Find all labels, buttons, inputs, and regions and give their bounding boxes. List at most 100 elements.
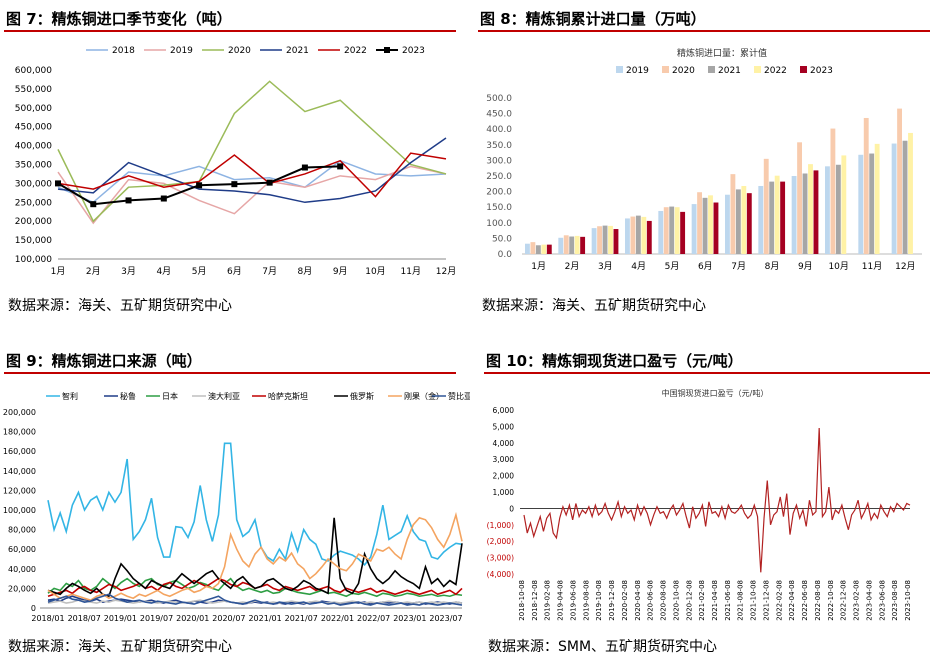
y-tick-label: (1,000) xyxy=(487,521,514,530)
y-tick-label: (4,000) xyxy=(487,570,514,579)
bar xyxy=(746,193,752,254)
x-tick-label: 8月 xyxy=(298,266,313,277)
legend-label: 2019 xyxy=(170,46,193,56)
legend-label: 2019 xyxy=(626,66,649,76)
x-tick-label: 2020-12-08 xyxy=(685,580,693,621)
x-tick-label: 2023-02-08 xyxy=(853,580,861,621)
data-point xyxy=(125,197,132,204)
y-tick-label: 100,000 xyxy=(15,255,52,265)
y-tick-label: 500.0 xyxy=(486,94,512,104)
bar xyxy=(697,192,702,254)
bar xyxy=(702,197,708,254)
x-tick-label: 2020/07 xyxy=(212,614,245,623)
data-point xyxy=(266,179,273,186)
bar xyxy=(680,211,686,254)
y-tick-label: 200,000 xyxy=(15,217,52,227)
x-tick-label: 2020-02-08 xyxy=(621,580,629,621)
chart-subtitle: 精炼铜进口量：累计值 xyxy=(677,47,767,59)
y-tick-label: 0 xyxy=(509,504,514,513)
legend-label: 日本 xyxy=(162,391,178,401)
y-tick-label: 450,000 xyxy=(15,123,52,133)
legend-label: 2020 xyxy=(672,66,695,76)
bar xyxy=(563,235,569,254)
legend-label: 秘鲁 xyxy=(120,391,136,401)
x-tick-label: 4月 xyxy=(156,266,171,277)
series-line xyxy=(47,442,463,567)
bar xyxy=(625,218,630,254)
legend-swatch xyxy=(800,66,807,73)
series-line xyxy=(47,517,463,598)
panel-spot-import-pnl: 图 10：精炼铜现货进口盈亏（元/吨） 中国铜现货进口盈亏（元/吨） (4,000… xyxy=(470,340,940,665)
bar xyxy=(602,225,608,254)
bar xyxy=(580,236,586,254)
y-tick-label: 400.0 xyxy=(486,125,512,135)
bar xyxy=(674,207,680,254)
x-tick-label: 10月 xyxy=(365,266,385,277)
series-line xyxy=(57,159,447,204)
x-tick-label: 12月 xyxy=(895,261,915,272)
data-point xyxy=(160,195,167,202)
bar xyxy=(730,174,736,254)
bar xyxy=(763,158,769,254)
legend-label: 赞比亚 xyxy=(448,391,470,401)
y-tick-label: 300,000 xyxy=(15,179,52,189)
x-tick-label: 2022-08-08 xyxy=(814,580,822,621)
x-tick-label: 2022/01 xyxy=(321,614,354,623)
x-tick-label: 2021-04-08 xyxy=(711,580,719,621)
x-tick-label: 2018-10-08 xyxy=(518,580,526,621)
bar xyxy=(691,204,697,254)
panel-import-seasonal: 图 7：精炼铜进口季节变化（吨） 100,000 150,000 200,000 25… xyxy=(0,0,470,332)
bar xyxy=(613,229,619,254)
y-tick-label: 140,000 xyxy=(3,467,36,476)
x-tick-label: 2020-04-08 xyxy=(634,580,642,621)
series-line xyxy=(523,428,911,573)
chart-title: 图 10：精炼铜现货进口盈亏（元/吨） xyxy=(486,352,743,370)
x-tick-label: 2023-08-08 xyxy=(891,580,899,621)
chart-title: 图 9：精炼铜进口来源（吨） xyxy=(6,352,202,370)
legend-label: 俄罗斯 xyxy=(350,391,374,401)
legend-swatch xyxy=(754,66,761,73)
x-tick-label: 2022-10-08 xyxy=(827,580,835,621)
origin-line-chart: 智利 秘鲁 日本 澳大利亚 哈萨克斯坦 俄罗斯 刚果（金） 赞比亚 0 20,000 40,000 6… xyxy=(3,391,470,623)
bar xyxy=(758,185,764,254)
bar xyxy=(591,228,597,254)
x-tick-label: 2023/07 xyxy=(429,614,462,623)
data-point xyxy=(196,182,203,189)
y-tick-label: 150,000 xyxy=(15,236,52,246)
series-line xyxy=(57,137,447,204)
x-tick-label: 2022-12-08 xyxy=(840,580,848,621)
x-tick-label: 2021-02-08 xyxy=(698,580,706,621)
series-line xyxy=(57,152,447,198)
bar xyxy=(630,216,636,254)
x-tick-label: 11月 xyxy=(401,266,421,277)
y-tick-label: 6,000 xyxy=(493,406,515,415)
bar xyxy=(780,181,786,254)
series-line xyxy=(57,165,447,225)
y-tick-label: 50.0 xyxy=(492,234,512,244)
bar xyxy=(774,175,780,254)
x-tick-label: 2020/01 xyxy=(176,614,209,623)
bar xyxy=(802,173,808,254)
x-tick-label: 7月 xyxy=(262,266,277,277)
bar xyxy=(835,164,841,254)
bar xyxy=(597,226,602,254)
bar xyxy=(669,206,675,254)
x-tick-label: 2019-08-08 xyxy=(582,580,590,621)
bar xyxy=(841,155,847,254)
legend-label: 2022 xyxy=(764,66,787,76)
y-tick-label: 5,000 xyxy=(493,422,515,431)
legend-label: 哈萨克斯坦 xyxy=(268,391,308,401)
bar xyxy=(663,207,669,254)
x-tick-label: 2019-06-08 xyxy=(569,580,577,621)
y-tick-label: 150.0 xyxy=(486,203,512,213)
y-tick-label: 20,000 xyxy=(8,584,36,593)
y-tick-label: 400,000 xyxy=(15,142,52,152)
y-tick-label: (2,000) xyxy=(487,537,514,546)
chart-source: 数据来源：SMM、五矿期货研究中心 xyxy=(488,639,718,655)
x-tick-label: 1月 xyxy=(51,266,66,277)
x-tick-label: 3月 xyxy=(121,266,136,277)
x-tick-label: 2022-04-08 xyxy=(788,580,796,621)
series-line xyxy=(47,577,463,598)
y-tick-label: 180,000 xyxy=(3,428,36,437)
x-tick-label: 2021/01 xyxy=(248,614,281,623)
